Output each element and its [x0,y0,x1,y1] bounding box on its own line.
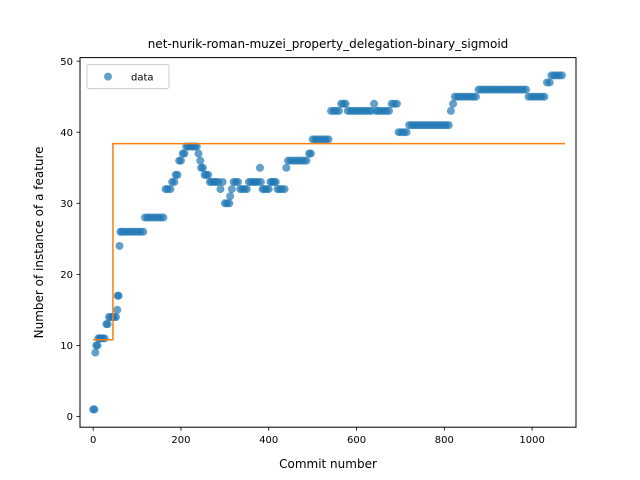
data-point [180,149,189,158]
data-point [113,305,122,314]
data-point [194,149,203,158]
x-tick-label: 200 [171,435,190,446]
data-point [540,92,549,101]
data-point [256,177,265,186]
data-point [557,71,566,80]
data-point [226,192,235,201]
y-tick-label: 30 [60,199,73,210]
data-point [218,177,227,186]
data-point [192,142,201,151]
x-tick-label: 400 [259,435,278,446]
y-tick-label: 0 [67,412,73,423]
y-tick-label: 40 [60,128,73,139]
y-tick-label: 50 [60,57,73,68]
data-point [216,185,225,194]
data-point [90,405,99,414]
data-point [100,334,109,343]
data-point [402,128,411,137]
fit-line [93,142,566,341]
data-point [114,291,123,300]
data-point [234,177,243,186]
data-point [198,163,207,172]
data-point [306,149,315,158]
data-point [471,92,480,101]
data-point [392,99,401,108]
data-point [385,106,394,115]
x-tick-label: 0 [90,435,96,446]
data-point [91,348,100,357]
y-tick-label: 20 [60,270,73,281]
data-point [282,163,291,172]
data-point [111,313,120,322]
data-point [255,163,264,172]
data-point [545,78,554,87]
y-axis-label: Number of instance of a feature [32,146,46,338]
data-point [370,99,379,108]
y-axis-ticks: 0 10 20 30 40 50 [60,57,80,423]
fit-layer [93,142,566,341]
data-point [93,341,102,350]
data-point [204,170,213,179]
x-axis-ticks: 0 200 400 600 800 1000 [90,427,545,446]
data-point [242,185,251,194]
data-point [227,185,236,194]
x-axis-label: Commit number [279,457,377,471]
data-point [271,177,280,186]
data-point [103,320,112,329]
data-point [159,213,168,222]
chart-title: net-nurik-roman-muzei_property_delegatio… [148,37,509,51]
data-point [280,185,289,194]
data-point [176,156,185,165]
data-point [173,170,182,179]
data-point [341,99,350,108]
legend-marker-data [104,72,112,81]
data-point [444,121,453,130]
data-point [334,106,343,115]
data-point [115,241,124,250]
y-tick-label: 10 [60,341,73,352]
x-tick-label: 800 [435,435,454,446]
legend-box [86,64,170,90]
data-point [166,185,175,194]
x-tick-label: 1000 [519,435,544,446]
data-point [446,106,455,115]
legend-label-data: data [131,73,154,84]
data-point [449,99,458,108]
data-point [521,85,530,94]
legend: data [86,64,170,90]
plot-frame [79,57,577,428]
data-point [302,156,311,165]
x-tick-label: 600 [347,435,366,446]
data-point [264,185,273,194]
data-point [139,227,148,236]
data-point [196,156,205,165]
data-point [170,177,179,186]
data-point [324,135,333,144]
data-point [225,199,234,208]
